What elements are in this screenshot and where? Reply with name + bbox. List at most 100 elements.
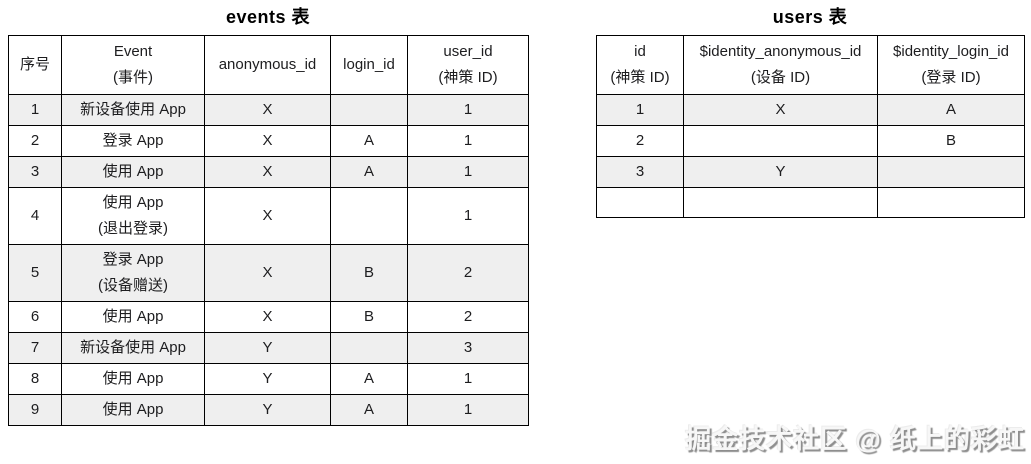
events-table-header-c1-line: (事件) [113,69,153,86]
events-table-cell-r4-c1: 使用 App (退出登录) [61,187,205,245]
events-table-cell-r5-c1-line: 登录 App [102,251,164,268]
events-table-cell-r6-c1: 使用 App [61,301,205,333]
users-table-block: users 表 id (神策 ID) $identity_anonymous_id (… [596,5,1025,218]
events-table-title: events 表 [225,7,311,27]
events-table-header-c4-line: (神策 ID) [438,69,498,86]
events-table-cell-r6-c1-line: 使用 App [102,308,164,325]
events-table-cell-r4-c0-line: 4 [30,207,40,224]
events-table-cell-r3-c0: 3 [8,156,62,188]
events-table-cell-r5-c2: X [204,244,331,302]
events-table-cell-r6-c0-line: 6 [30,308,40,325]
events-table-cell-r9-c1: 使用 App [61,394,205,426]
users-table-cell-r4-c2 [877,187,1025,218]
events-table-cell-r4-c1-line: 使用 App [102,194,164,211]
events-table-cell-r6-c4: 2 [407,301,529,333]
events-table-cell-r1-c1: 新设备使用 App [61,94,205,126]
events-table-cell-r8-c0: 8 [8,363,62,395]
users-table-header-row: id (神策 ID) $identity_anonymous_id (设备 ID) $i… [596,35,1025,95]
events-table-cell-r7-c1: 新设备使用 App [61,332,205,364]
events-table-cell-r1-c4: 1 [407,94,529,126]
events-table-header-c2: anonymous_id [204,35,331,95]
events-table-cell-r2-c4-line: 1 [463,132,473,149]
events-table-cell-r3-c2: X [204,156,331,188]
events-table-row-9: 9 使用 App Y A 1 [8,394,529,426]
events-table-cell-r8-c0-line: 8 [30,370,40,387]
events-table-row-3: 3 使用 App X A 1 [8,156,529,188]
events-table-cell-r3-c3: A [330,156,408,188]
users-table-cell-r2-c2: B [877,125,1025,157]
events-table-cell-r5-c4-line: 2 [463,264,473,281]
events-table-cell-r5-c0-line: 5 [30,264,40,281]
users-table-cell-r3-c0: 3 [596,156,684,188]
events-table-row-4: 4 使用 App (退出登录) X 1 [8,187,529,245]
events-table-cell-r6-c0: 6 [8,301,62,333]
events-table-cell-r5-c3-line: B [363,264,374,281]
events-table-cell-r3-c4: 1 [407,156,529,188]
events-table-cell-r6-c3: B [330,301,408,333]
events-table-header-row: 序号 Event (事件) anonymous_id login_id user_id (神… [8,35,529,95]
users-table-header-c2-line: (登录 ID) [921,69,981,86]
events-table-cell-r4-c2: X [204,187,331,245]
users-table-header-c0-line: (神策 ID) [610,69,670,86]
events-table-cell-r4-c3 [330,187,408,245]
events-table-cell-r2-c0: 2 [8,125,62,157]
events-table-cell-r1-c0-line: 1 [30,101,40,118]
events-table-cell-r5-c1: 登录 App (设备赠送) [61,244,205,302]
events-table-cell-r7-c0: 7 [8,332,62,364]
events-table-cell-r8-c3: A [330,363,408,395]
users-table-header-c1-line: (设备 ID) [750,69,811,86]
events-table-cell-r9-c2: Y [204,394,331,426]
events-table-header-c4: user_id (神策 ID) [407,35,529,95]
users-table-header-c1-line: $identity_anonymous_id [699,43,862,60]
events-table-cell-r1-c1-line: 新设备使用 App [80,101,186,118]
events-table-header-c2-line: anonymous_id [218,56,317,73]
events-table-cell-r6-c2: X [204,301,331,333]
events-table-header-c1-line: Event [113,43,153,60]
users-table-cell-r1-c1: X [683,94,878,126]
events-table-cell-r4-c0: 4 [8,187,62,245]
events-table-cell-r8-c1-line: 使用 App [102,370,164,387]
users-table-header-c0: id (神策 ID) [596,35,684,95]
users-table-cell-r3-c1: Y [683,156,878,188]
events-table-cell-r9-c4-line: 1 [463,401,473,418]
events-table-cell-r2-c3-line: A [363,132,374,149]
users-table-row-1: 1 X A [596,94,1025,126]
users-table-header-c2: $identity_login_id (登录 ID) [877,35,1025,95]
events-table-cell-r1-c4-line: 1 [463,101,473,118]
events-table-header-c3-line: login_id [343,56,395,73]
users-table-title: users 表 [772,7,848,27]
users-table-cell-r1-c0-line: 1 [635,101,645,118]
users-table-row-4 [596,187,1025,218]
events-table-row-8: 8 使用 App Y A 1 [8,363,529,395]
events-table-cell-r8-c2: Y [204,363,331,395]
events-table-cell-r6-c3-line: B [363,308,374,325]
events-table-cell-r3-c1-line: 使用 App [102,163,164,180]
watermark-text: 掘金技术社区 @ 纸上的彩虹 [685,424,1025,454]
events-table-cell-r7-c4: 3 [407,332,529,364]
events-table-cell-r8-c3-line: A [363,370,374,387]
events-table-cell-r4-c2-line: X [262,207,273,224]
users-table-cell-r4-c1 [683,187,878,218]
events-table-header-c1: Event (事件) [61,35,205,95]
events-table-cell-r9-c3-line: A [363,401,374,418]
events-table-cell-r1-c2-line: X [262,101,273,118]
events-table-cell-r3-c3-line: A [363,163,374,180]
events-table-cell-r5-c3: B [330,244,408,302]
events-table-cell-r5-c2-line: X [262,264,273,281]
events-table-header-c0: 序号 [8,35,62,95]
events-table-row-5: 5 登录 App (设备赠送) X B 2 [8,244,529,302]
events-table-cell-r3-c2-line: X [262,163,273,180]
events-table-cell-r2-c2: X [204,125,331,157]
events-table-cell-r2-c0-line: 2 [30,132,40,149]
events-table-cell-r8-c2-line: Y [262,370,273,387]
events-table-cell-r4-c1-line: (退出登录) [98,220,168,237]
events-table-cell-r2-c4: 1 [407,125,529,157]
events-table-cell-r7-c2-line: Y [262,339,273,356]
events-table-cell-r7-c1-line: 新设备使用 App [80,339,186,356]
events-table-row-7: 7 新设备使用 App Y 3 [8,332,529,364]
events-table-row-6: 6 使用 App X B 2 [8,301,529,333]
events-table: 序号 Event (事件) anonymous_id login_id user_id (神… [8,35,529,426]
users-table-header-c1: $identity_anonymous_id (设备 ID) [683,35,878,95]
